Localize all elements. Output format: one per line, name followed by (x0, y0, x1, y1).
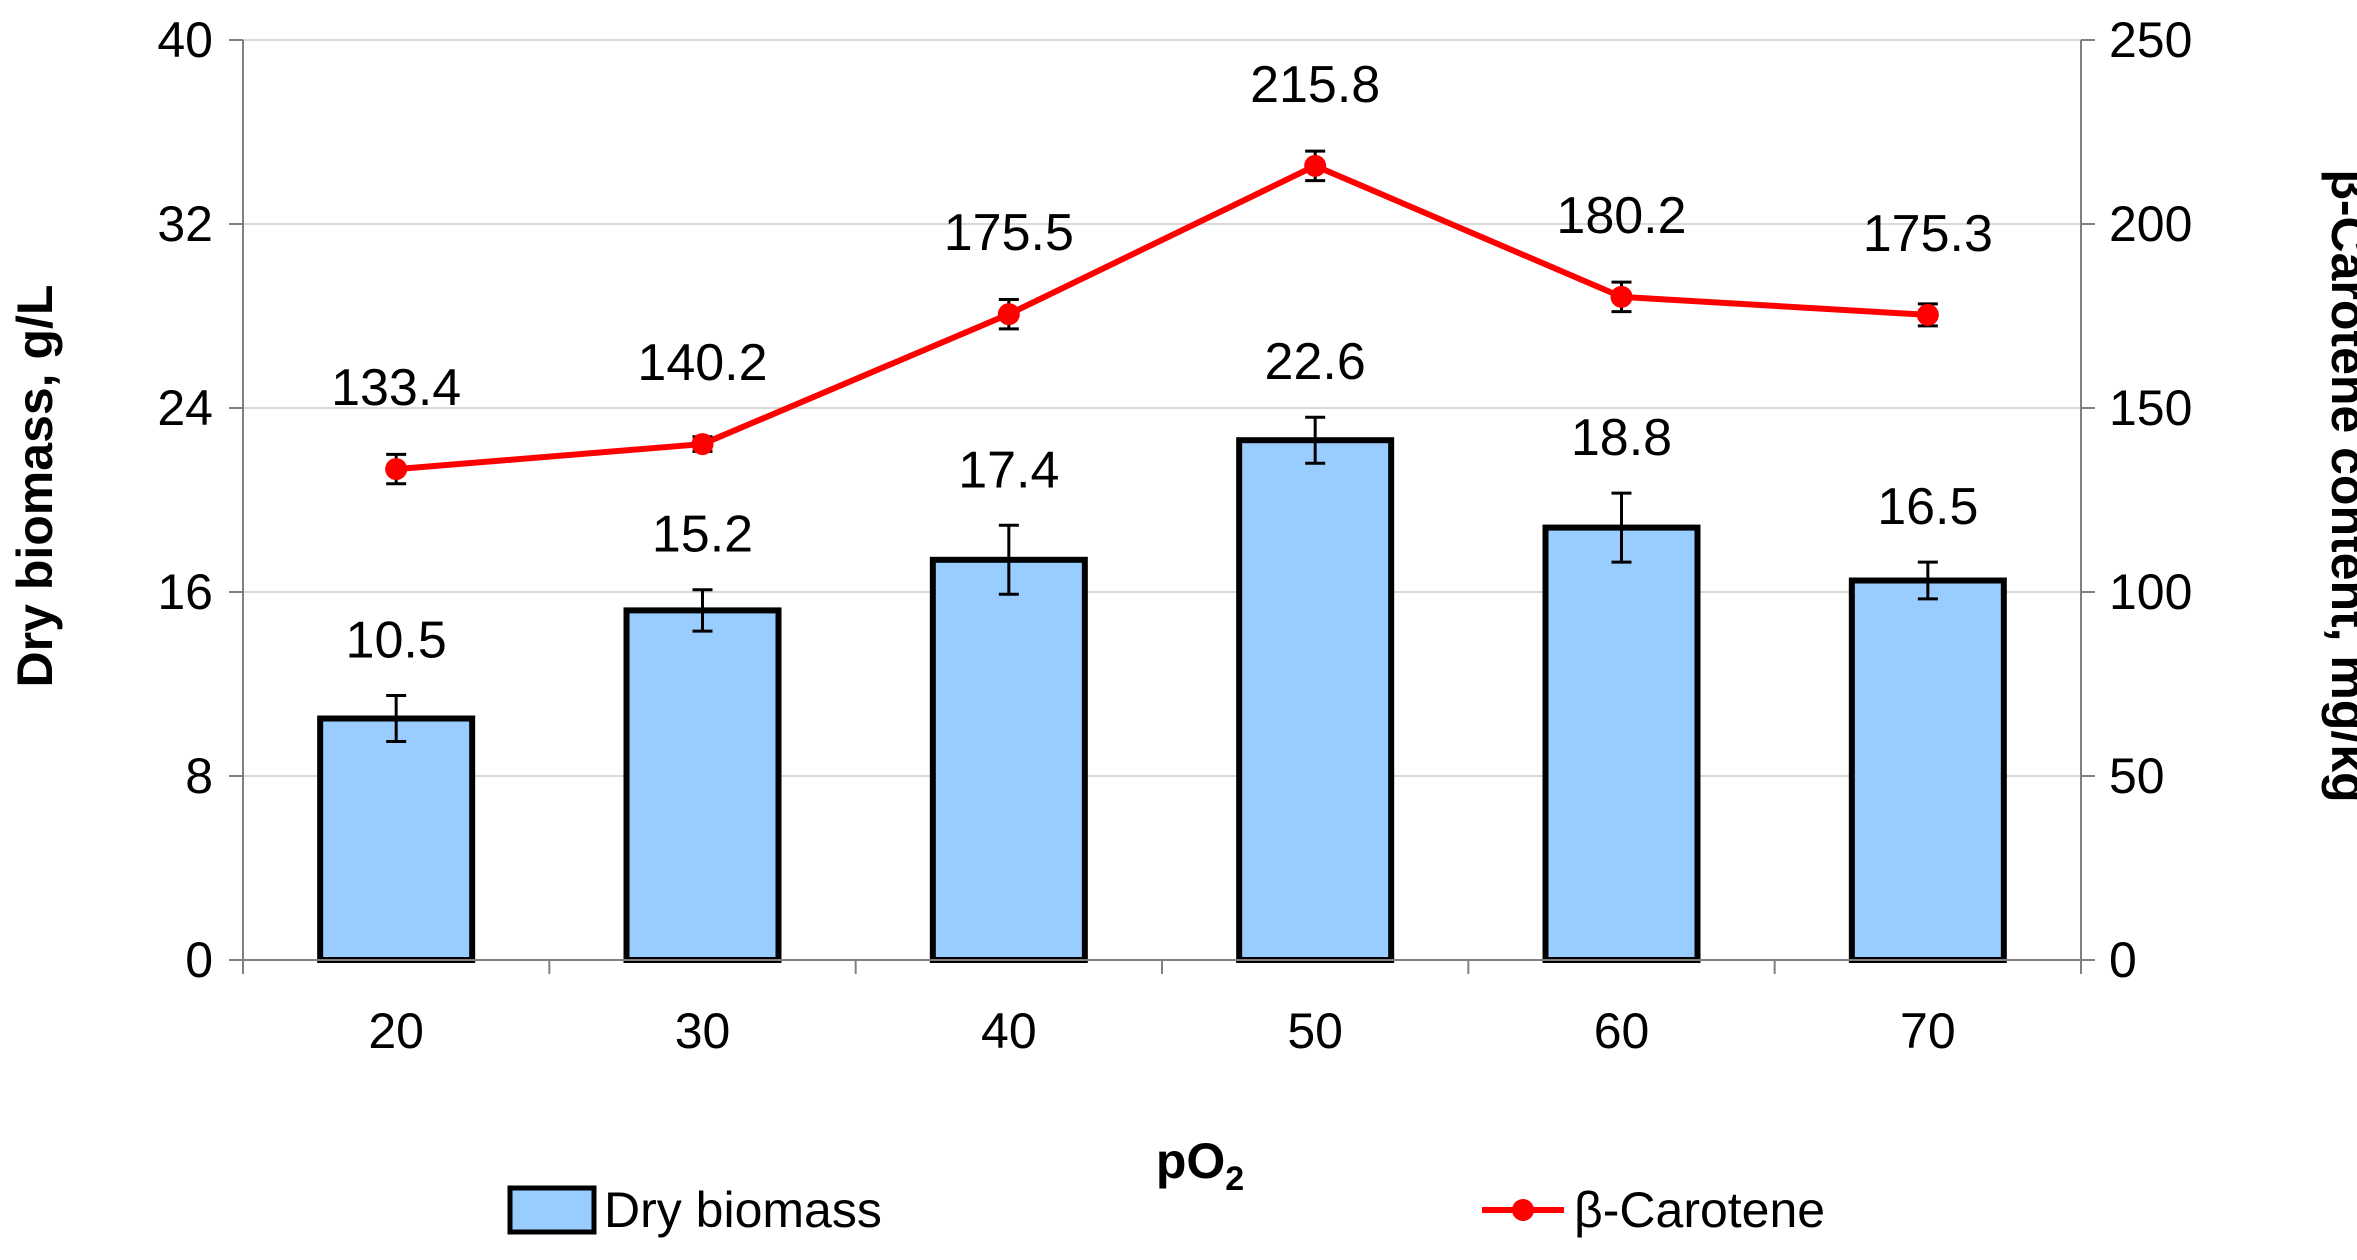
legend: Dry biomass β-Carotene (507, 1182, 1825, 1238)
y-tick-label: 16 (157, 564, 213, 620)
bar (929, 556, 1088, 963)
line-point (1304, 154, 1327, 177)
line-point (1610, 285, 1633, 308)
legend-marker-beta-carotene (1512, 1199, 1534, 1221)
grid-lines (243, 39, 2081, 777)
x-axis-title-subscript: 2 (1225, 1160, 1244, 1198)
line-data-label: 175.5 (944, 204, 1074, 262)
x-tick-label: 70 (1900, 1003, 1956, 1059)
y2-tick-label: 100 (2109, 564, 2192, 620)
bar (1848, 577, 2007, 963)
x-axis-title-main: pO (1156, 1133, 1225, 1189)
bar (1236, 437, 1395, 963)
x-tick-label: 30 (675, 1003, 731, 1059)
x-tick-label: 50 (1287, 1003, 1343, 1059)
x-tick-label: 40 (981, 1003, 1037, 1059)
y2-tick-label: 250 (2109, 12, 2192, 68)
line-data-label: 175.3 (1863, 205, 1993, 263)
y2-axis-title: β-Carotene content, mg/kg (2321, 169, 2357, 802)
bar-data-label: 18.8 (1571, 409, 1672, 467)
legend-label-beta-carotene: β-Carotene (1574, 1182, 1825, 1238)
legend-swatch-dry-biomass (507, 1185, 597, 1235)
line-point (385, 458, 408, 481)
line-data-label: 140.2 (637, 334, 767, 392)
bar-data-label: 15.2 (652, 506, 753, 564)
line-data-label: 180.2 (1556, 187, 1686, 245)
x-tick-label: 60 (1594, 1003, 1650, 1059)
bar-data-label: 10.5 (346, 612, 447, 670)
bar-data-label: 16.5 (1877, 478, 1978, 536)
y-tick-label: 40 (157, 12, 213, 68)
line-path (395, 162, 1929, 473)
data-labels: 10.5 15.2 17.4 22.6 18.8 16.5 133.4 140.2 175.5 2… (331, 56, 1993, 670)
y2-tick-label: 200 (2109, 196, 2192, 252)
bar-data-label: 22.6 (1265, 333, 1366, 391)
legend-label-dry-biomass: Dry biomass (604, 1182, 882, 1238)
y-tick-label: 8 (185, 748, 213, 804)
y2-tick-label: 150 (2109, 380, 2192, 436)
line-data-label: 133.4 (331, 359, 461, 417)
line-data-label: 215.8 (1250, 56, 1380, 114)
y2-tick-label: 50 (2109, 748, 2165, 804)
line-point (997, 303, 1020, 326)
bar (1542, 524, 1701, 963)
axes: 0 8 16 24 32 40 0 50 100 150 200 250 20 30 40 50 60 70 (157, 12, 2192, 1059)
y-axis-title: Dry biomass, g/L (7, 285, 63, 688)
line-point (691, 433, 714, 456)
line-series-beta-carotene (385, 149, 1939, 486)
bar-series-dry-biomass (317, 415, 2007, 964)
x-tick-label: 20 (368, 1003, 424, 1059)
x-axis-title: pO2 (1156, 1133, 1244, 1198)
y-tick-label: 24 (157, 380, 213, 436)
bar (623, 607, 782, 964)
bar-data-label: 17.4 (958, 441, 1059, 499)
line-point (1916, 303, 1939, 326)
bar (317, 715, 476, 963)
y-tick-label: 0 (185, 932, 213, 988)
y2-tick-label: 0 (2109, 932, 2137, 988)
y-tick-label: 32 (157, 196, 213, 252)
